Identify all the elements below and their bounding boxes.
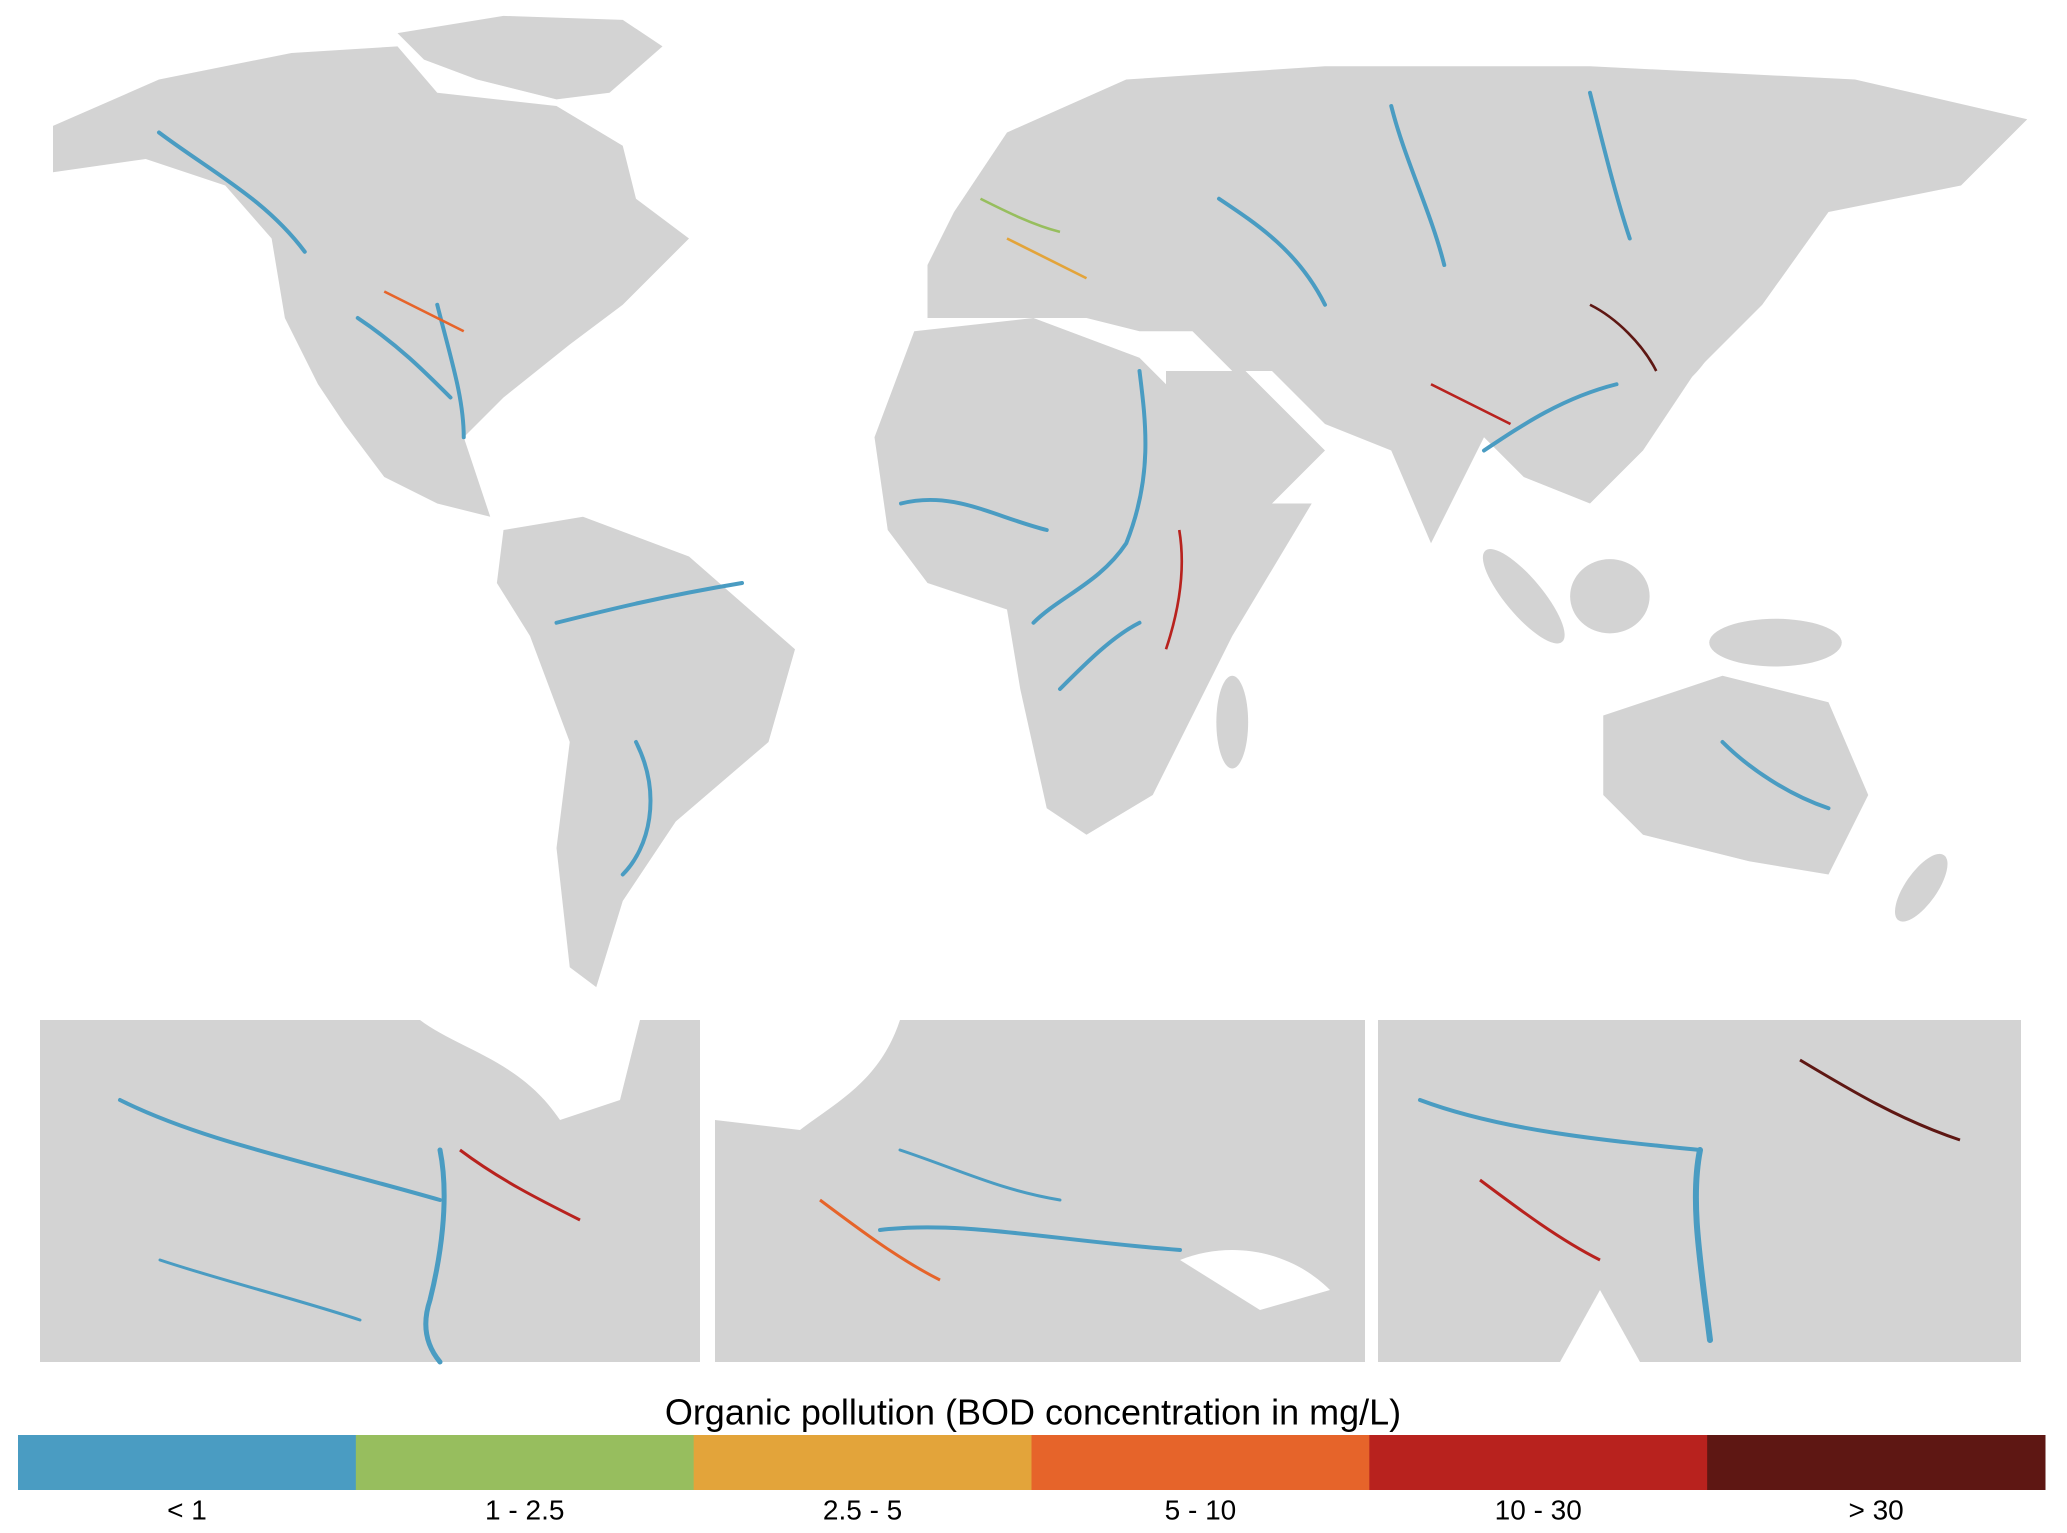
river xyxy=(878,1225,1182,1252)
river xyxy=(1418,1098,1702,1152)
greenland xyxy=(397,15,663,100)
legend-label: 1 - 2.5 xyxy=(485,1494,564,1525)
legend-swatch xyxy=(355,1435,695,1490)
legend: < 1 1 - 2.5 2.5 - 5 5 - 10 10 - 30 > 30 xyxy=(18,1435,2046,1525)
river xyxy=(1031,369,1148,625)
legend-label: 10 - 30 xyxy=(1495,1494,1582,1525)
river xyxy=(1482,382,1619,453)
river xyxy=(554,581,744,625)
world-map xyxy=(53,15,2028,988)
sea xyxy=(715,1020,900,1130)
river xyxy=(423,1147,447,1365)
new-guinea xyxy=(1709,618,1842,667)
river xyxy=(1430,383,1512,426)
river xyxy=(1720,740,1831,811)
river xyxy=(435,302,466,440)
river xyxy=(1479,1178,1601,1262)
borneo xyxy=(1570,559,1650,634)
river xyxy=(383,290,465,333)
sea xyxy=(1560,1290,1640,1362)
south-america xyxy=(496,516,795,988)
legend-label: 5 - 10 xyxy=(1165,1494,1237,1525)
sea xyxy=(1180,1250,1330,1310)
inset-land xyxy=(1378,1020,2021,1362)
river xyxy=(158,1258,362,1322)
river xyxy=(118,1098,442,1202)
river xyxy=(1058,620,1142,691)
legend-swatch xyxy=(18,1435,357,1490)
river xyxy=(459,1148,581,1222)
river xyxy=(899,498,1049,532)
river xyxy=(355,316,453,400)
river xyxy=(620,740,653,877)
eurasia xyxy=(927,66,2028,544)
river xyxy=(1164,529,1184,650)
legend-swatch xyxy=(1031,1435,1370,1490)
polluted-rivers xyxy=(383,197,1658,650)
legend-label: 2.5 - 5 xyxy=(823,1494,902,1525)
madagascar xyxy=(1216,675,1249,769)
inset-usa xyxy=(40,1020,700,1365)
legend-label: < 1 xyxy=(167,1494,207,1525)
legend-title: Organic pollution (BOD concentration in … xyxy=(665,1392,1401,1433)
arabia xyxy=(1166,371,1325,504)
inset-asia xyxy=(1378,1020,2021,1362)
legend-swatch xyxy=(1707,1435,2046,1490)
river xyxy=(898,1148,1062,1202)
japan xyxy=(1677,279,1742,384)
new-zealand xyxy=(1894,853,1948,922)
sumatra xyxy=(1482,549,1565,644)
river xyxy=(1217,196,1327,307)
north-america xyxy=(53,46,689,517)
river xyxy=(1006,237,1088,280)
australia xyxy=(1603,675,1869,875)
river xyxy=(1588,90,1632,241)
river xyxy=(979,197,1061,234)
lakes xyxy=(420,1020,640,1120)
rivers xyxy=(157,90,1831,877)
river xyxy=(819,1198,941,1282)
river xyxy=(1389,104,1447,267)
river xyxy=(1799,1058,1961,1142)
river xyxy=(157,130,307,254)
legend-swatch xyxy=(1369,1435,1708,1490)
legend-label: > 30 xyxy=(1848,1494,1903,1525)
inset-europe xyxy=(715,1020,1365,1362)
river xyxy=(1589,303,1658,372)
legend-swatch xyxy=(693,1435,1032,1490)
river xyxy=(1692,1147,1713,1343)
